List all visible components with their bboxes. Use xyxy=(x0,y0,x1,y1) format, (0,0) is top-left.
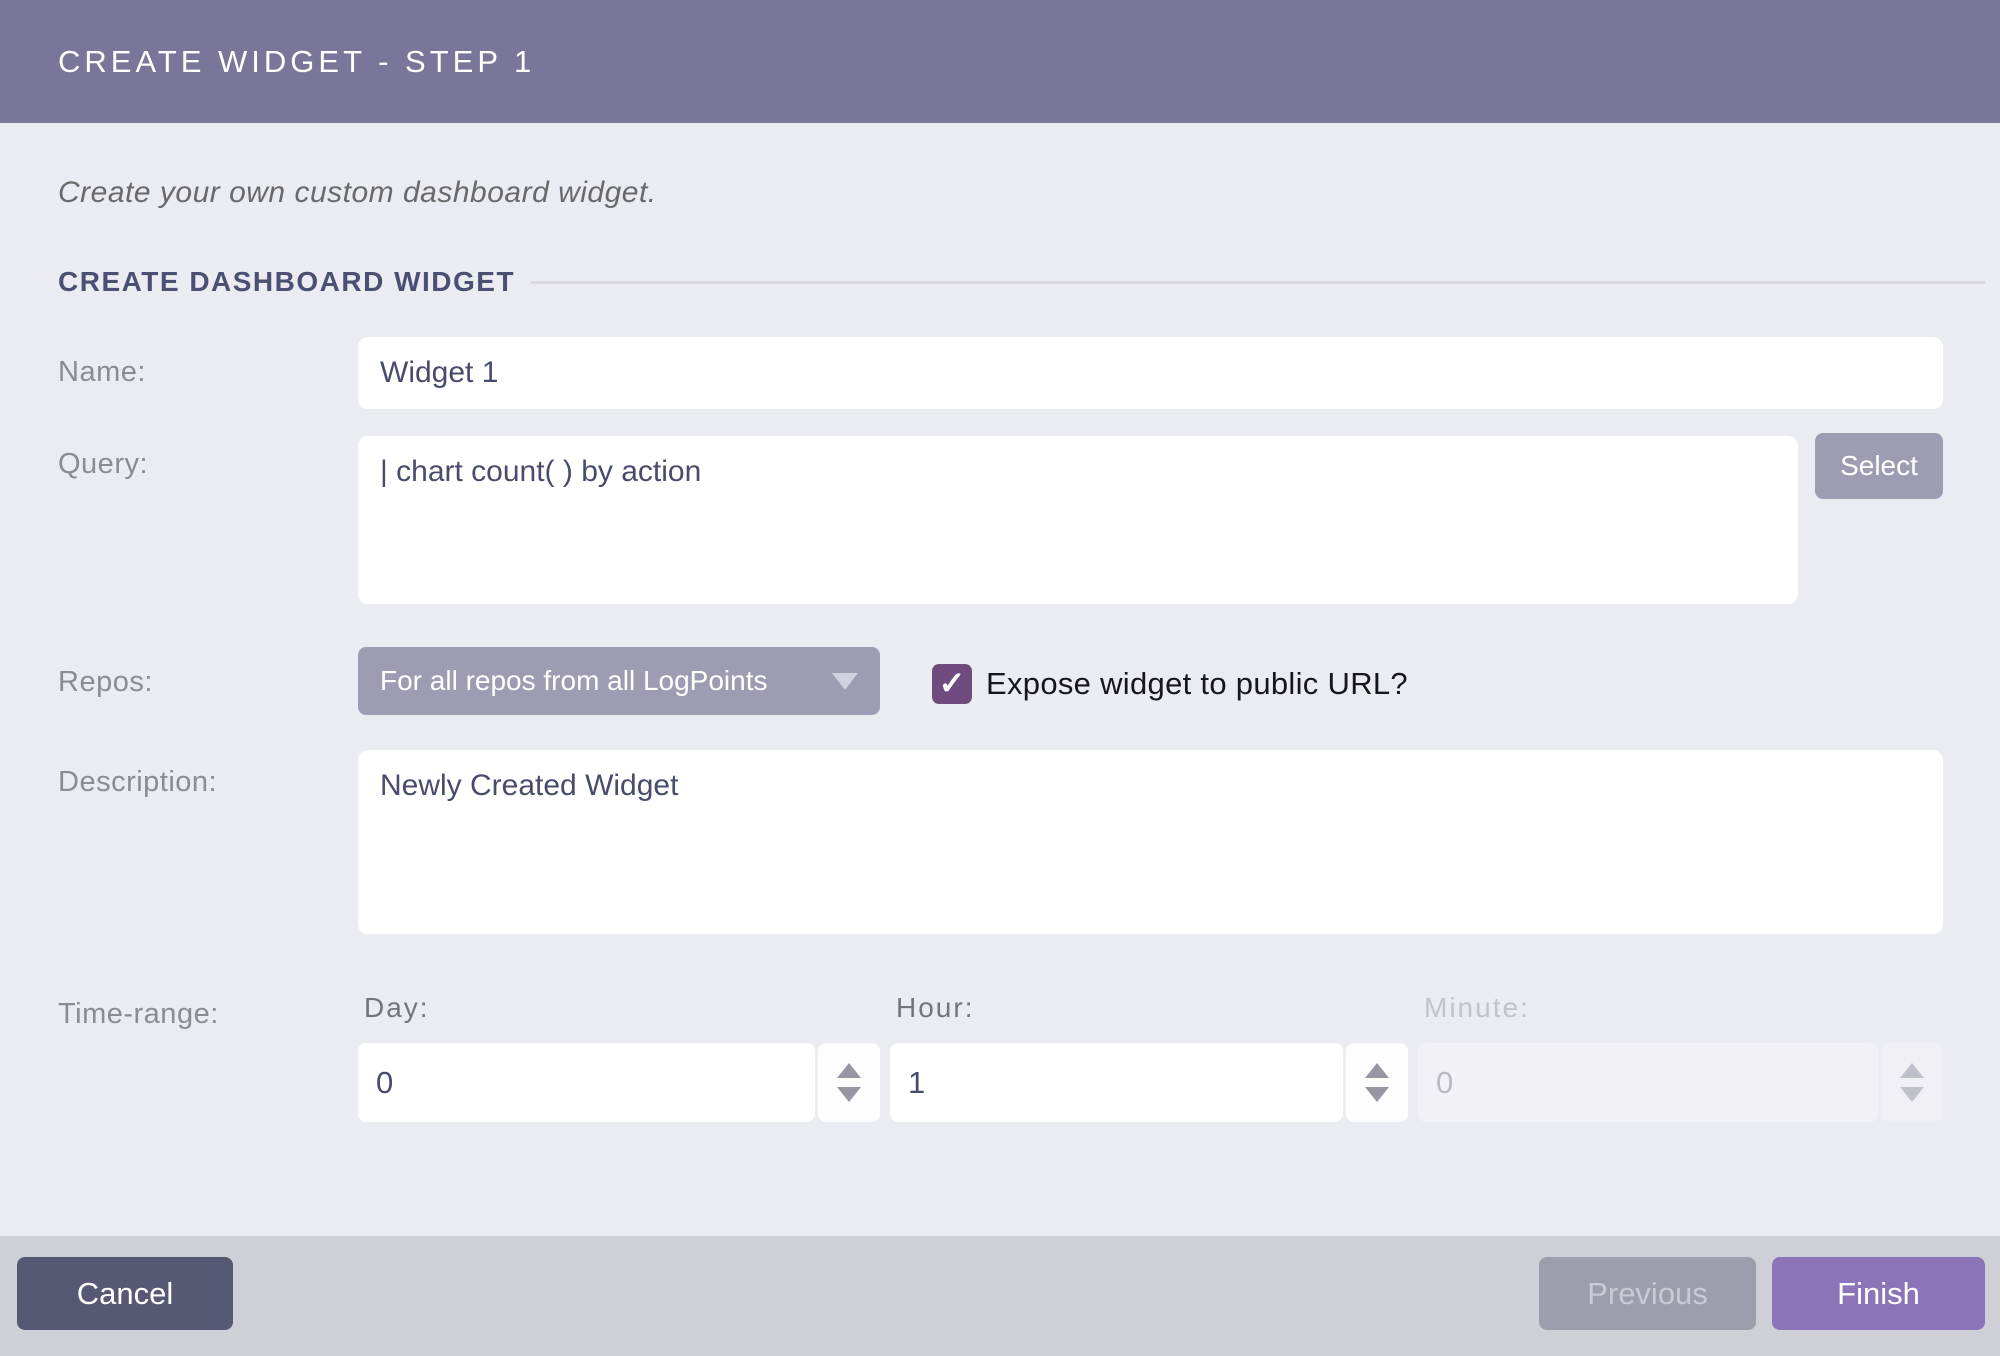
section-title: CREATE DASHBOARD WIDGET xyxy=(58,266,516,297)
repos-dropdown[interactable]: For all repos from all LogPoints xyxy=(358,647,880,715)
section-heading-row: CREATE DASHBOARD WIDGET xyxy=(58,266,1985,298)
repos-label: Repos: xyxy=(58,666,153,698)
arrow-up-icon xyxy=(1365,1063,1389,1078)
hour-stepper[interactable] xyxy=(1346,1043,1408,1122)
hour-label: Hour: xyxy=(896,992,975,1023)
arrow-down-icon xyxy=(1900,1087,1924,1102)
arrow-down-icon xyxy=(1365,1087,1389,1102)
expose-checkbox-label[interactable]: Expose widget to public URL? xyxy=(986,666,1408,701)
day-spinner xyxy=(358,1043,880,1122)
repos-dropdown-value: For all repos from all LogPoints xyxy=(380,665,768,696)
query-textarea[interactable] xyxy=(358,436,1798,604)
name-label: Name: xyxy=(58,356,146,388)
description-label: Description: xyxy=(58,766,218,798)
cancel-button[interactable]: Cancel xyxy=(17,1257,233,1330)
name-input[interactable] xyxy=(358,337,1943,409)
arrow-down-icon xyxy=(837,1087,861,1102)
day-stepper[interactable] xyxy=(818,1043,880,1122)
checkmark-icon: ✓ xyxy=(938,665,966,701)
day-label: Day: xyxy=(364,992,430,1023)
previous-button: Previous xyxy=(1539,1257,1756,1330)
arrow-up-icon xyxy=(837,1063,861,1078)
section-divider xyxy=(531,280,1985,284)
hour-input[interactable] xyxy=(890,1043,1343,1122)
minute-input xyxy=(1418,1043,1878,1122)
time-range-label: Time-range: xyxy=(58,998,219,1030)
query-label: Query: xyxy=(58,448,149,480)
dialog-title: CREATE WIDGET - STEP 1 xyxy=(58,43,536,79)
finish-button[interactable]: Finish xyxy=(1772,1257,1985,1330)
chevron-down-icon xyxy=(832,672,858,690)
minute-spinner xyxy=(1418,1043,1943,1122)
hour-spinner xyxy=(890,1043,1408,1122)
arrow-up-icon xyxy=(1900,1063,1924,1078)
dialog-header: CREATE WIDGET - STEP 1 xyxy=(0,0,2000,123)
minute-label: Minute: xyxy=(1424,992,1530,1023)
intro-text: Create your own custom dashboard widget. xyxy=(58,176,657,209)
day-input[interactable] xyxy=(358,1043,815,1122)
dialog-footer: Cancel Previous Finish xyxy=(0,1236,2000,1356)
expose-checkbox[interactable]: ✓ xyxy=(932,664,972,704)
description-textarea[interactable] xyxy=(358,750,1943,934)
expose-checkbox-row: ✓ Expose widget to public URL? xyxy=(932,664,1408,704)
select-query-button[interactable]: Select xyxy=(1815,433,1943,499)
minute-stepper xyxy=(1881,1043,1943,1122)
